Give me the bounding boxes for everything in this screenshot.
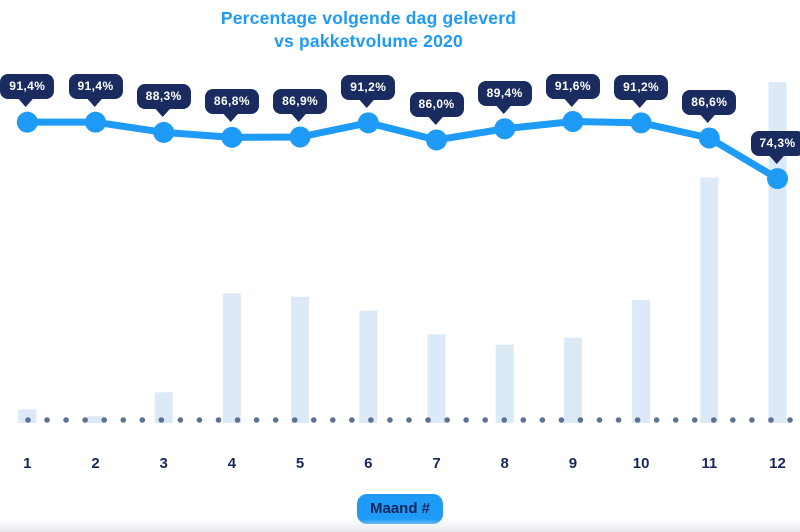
baseline-dot — [768, 417, 774, 423]
baseline-dot — [25, 417, 31, 423]
volume-bar — [495, 344, 514, 423]
baseline-dot — [253, 417, 260, 423]
chart-title-line1: Percentage volgende dag geleverd — [220, 8, 517, 28]
x-axis-label: 7 — [432, 455, 441, 472]
baseline-dot — [634, 417, 641, 423]
baseline-dot — [158, 417, 165, 423]
baseline-dot — [501, 417, 508, 423]
baseline-dot — [596, 417, 603, 423]
value-tooltip: 86,0% — [409, 91, 464, 117]
x-axis-label: 3 — [159, 455, 168, 472]
baseline-dot — [215, 417, 222, 423]
baseline-dot — [272, 417, 279, 423]
baseline-dot — [577, 417, 584, 423]
volume-bar — [768, 82, 787, 423]
baseline-dot — [711, 417, 717, 423]
x-axis-label: 12 — [769, 455, 786, 472]
volume-bar — [222, 293, 241, 423]
baseline-dot — [691, 417, 698, 423]
data-point-marker — [85, 111, 106, 133]
baseline-dot — [406, 417, 412, 423]
data-point-marker — [357, 112, 379, 134]
bottom-fade-decoration — [0, 519, 800, 532]
data-point-marker — [153, 121, 175, 143]
baseline-dot — [330, 417, 336, 423]
baseline-dot — [291, 417, 298, 423]
baseline-dot — [444, 417, 450, 423]
volume-bar — [427, 334, 446, 423]
value-tooltip: 88,3% — [136, 84, 191, 110]
baseline-dot — [653, 417, 660, 423]
value-tooltip: 91,2% — [614, 74, 669, 100]
value-tooltip: 89,4% — [477, 80, 532, 106]
data-point-marker — [494, 118, 516, 140]
baseline-dot — [196, 417, 203, 423]
chart-title: Percentage volgende dag geleverd vs pakk… — [0, 7, 737, 53]
value-tooltip: 91,4% — [0, 74, 55, 100]
x-axis-label: 1 — [23, 455, 32, 472]
value-tooltip: 86,8% — [204, 89, 259, 115]
data-point-marker — [767, 168, 788, 190]
data-point-marker — [698, 127, 720, 149]
chart-title-line2: vs pakketvolume 2020 — [274, 31, 463, 51]
baseline-dot — [44, 417, 50, 423]
volume-bar — [632, 300, 651, 423]
x-axis-label: 5 — [295, 455, 305, 472]
volume-bar — [700, 177, 719, 423]
value-tooltip: 74,3% — [750, 130, 800, 156]
baseline-dot — [139, 417, 146, 423]
volume-bar — [563, 337, 582, 423]
data-point-marker — [289, 126, 311, 148]
volume-bar — [18, 409, 37, 423]
volume-bar — [359, 310, 378, 423]
x-axis-label: 6 — [364, 455, 373, 472]
value-tooltip: 91,2% — [341, 74, 396, 100]
baseline-dot — [425, 417, 431, 423]
x-axis-label: 4 — [227, 455, 237, 472]
baseline-dot — [63, 417, 69, 423]
baseline-dot — [615, 417, 622, 423]
baseline-dot — [520, 417, 527, 423]
x-axis-label: 2 — [91, 455, 100, 472]
x-axis-label: 9 — [568, 455, 578, 472]
data-point-marker — [630, 112, 652, 134]
data-point-marker — [562, 111, 584, 132]
baseline-dot — [482, 417, 489, 423]
x-axis-label: 11 — [701, 455, 718, 472]
baseline-dot — [787, 417, 793, 423]
x-axis-label: 8 — [500, 455, 509, 472]
baseline-dot — [234, 417, 241, 423]
value-tooltip: 86,9% — [273, 89, 328, 114]
value-tooltip: 91,4% — [68, 74, 123, 100]
x-axis-label: 10 — [632, 455, 650, 472]
baseline-dot — [749, 417, 755, 423]
baseline-dot — [730, 417, 736, 423]
baseline-dot — [177, 417, 184, 423]
baseline-dot — [120, 417, 127, 423]
data-point-marker — [16, 111, 38, 133]
volume-bar — [291, 296, 310, 423]
baseline-dot — [101, 417, 107, 423]
value-tooltip: 91,6% — [545, 73, 600, 99]
baseline-dot — [368, 417, 374, 423]
baseline-dot — [349, 417, 355, 423]
baseline-dot — [82, 417, 88, 423]
percentage-line — [23, 118, 781, 183]
baseline-dot — [310, 417, 317, 423]
volume-bar — [86, 416, 105, 423]
baseline-dot — [558, 417, 565, 423]
volume-bar — [154, 392, 173, 423]
baseline-dot — [387, 417, 393, 423]
baseline-dot — [463, 417, 469, 423]
baseline-dot — [539, 417, 546, 423]
value-tooltip: 86,6% — [682, 90, 737, 115]
data-point-marker — [221, 126, 243, 148]
data-point-marker — [426, 129, 447, 151]
baseline-dot — [672, 417, 679, 423]
x-axis-title-label: Maand # — [369, 500, 431, 517]
